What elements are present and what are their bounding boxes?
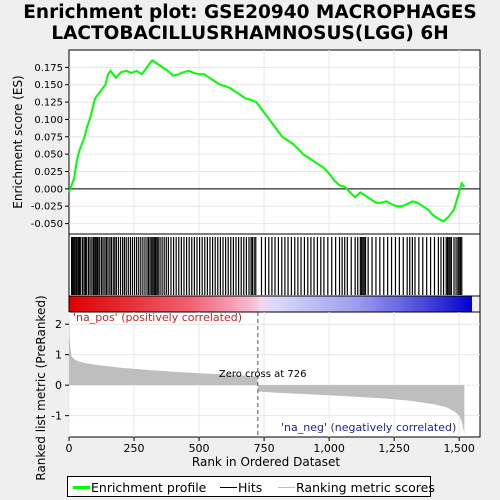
rm-ytick-label: -1 (51, 410, 62, 423)
es-ytick-label: 0.050 (34, 150, 63, 161)
rm-xtick-label: 1,250 (378, 442, 410, 455)
rm-y-axis-ticks: -1 0 1 2 (51, 318, 69, 423)
ranking-color-bar (69, 296, 472, 312)
es-ytick-label: 0.075 (34, 132, 63, 143)
legend-enrichment-profile: Enrichment profile (91, 480, 207, 495)
legend-hits: Hits (238, 480, 263, 495)
es-ytick-label: 0.000 (34, 184, 63, 195)
rm-ytick-label: 0 (55, 379, 62, 392)
rm-ytick-label: 2 (55, 318, 62, 331)
hit-marks (71, 237, 463, 295)
es-ytick-label: 0.125 (34, 98, 63, 109)
rm-y-axis-label: Ranked list metric (PreRanked) (34, 295, 48, 480)
rm-x-axis-label: Rank in Ordered Dataset (192, 455, 340, 469)
legend-ranking-metric: Ranking metric scores (296, 480, 435, 495)
es-ytick-label: -0.025 (31, 202, 63, 213)
zero-cross-label: Zero cross at 726 (219, 369, 307, 380)
enrichment-score-panel: -0.050 -0.025 0.000 0.025 0.050 0.075 0.100 0.1… (11, 49, 481, 235)
positive-correlation-label: 'na_pos' (positively correlated) (73, 311, 242, 324)
enrichment-profile-line (68, 59, 466, 223)
ranked-metric-panel: Zero cross at 726 'na_pos' (positively c… (34, 295, 481, 481)
legend-hits-swatch (220, 487, 237, 488)
rm-xtick-label: 750 (254, 442, 275, 455)
es-y-axis-label: Enrichment score (ES) (11, 75, 25, 208)
es-ytick-label: 0.100 (34, 115, 63, 126)
chart-legend: Enrichment profile Hits Ranking metric s… (67, 476, 435, 497)
es-ytick-label: -0.050 (31, 219, 63, 230)
rm-xtick-label: 250 (124, 442, 145, 455)
es-y-axis-ticks: -0.050 -0.025 0.000 0.025 0.050 0.075 0.100 0.1… (31, 63, 69, 230)
rm-xtick-label: 1,500 (443, 442, 475, 455)
rm-xtick-label: 1,000 (313, 442, 345, 455)
chart-title-line2: LACTOBACILLUSRHAMNOSUS(LGG) 6H (51, 23, 449, 44)
es-ytick-label: 0.150 (34, 80, 63, 91)
es-ytick-label: 0.175 (34, 63, 63, 74)
legend-enrichment-swatch (73, 486, 90, 489)
chart-title-line1: Enrichment plot: GSE20940 MACROPHAGES (23, 2, 477, 23)
es-plot-area (68, 49, 481, 235)
rm-x-axis-ticks: 0 250 500 750 1,000 1,250 1,500 (66, 437, 475, 455)
es-ytick-label: 0.025 (34, 167, 63, 178)
rm-ytick-label: 1 (55, 349, 62, 362)
rm-xtick-label: 0 (66, 442, 73, 455)
gene-hits-panel (68, 233, 481, 313)
negative-correlation-label: 'na_neg' (negatively correlated) (281, 421, 456, 434)
rm-xtick-label: 500 (189, 442, 210, 455)
ranked-metric-area (69, 315, 465, 434)
legend-ranking-swatch (278, 487, 295, 488)
